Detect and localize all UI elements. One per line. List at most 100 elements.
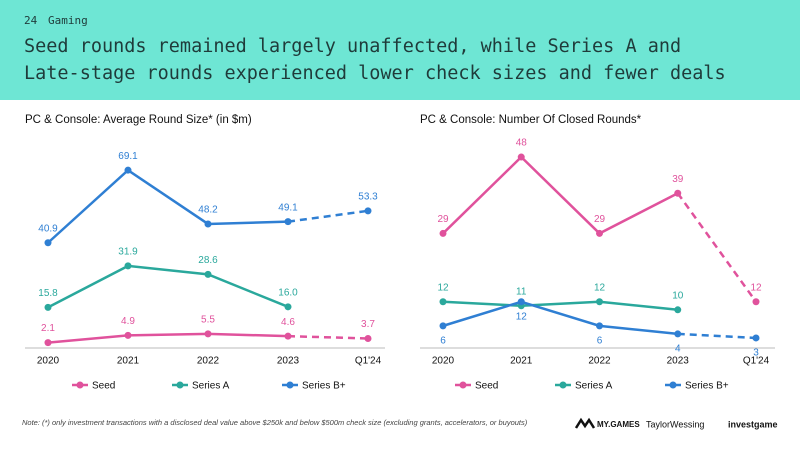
data-label: 48: [516, 138, 528, 149]
point: [596, 298, 603, 306]
legend-dot: [559, 381, 567, 389]
legend-label: Series B+: [685, 381, 729, 392]
x-tick-label: Q1'24: [743, 356, 770, 367]
point: [124, 262, 132, 270]
point: [596, 322, 603, 330]
point: [752, 298, 760, 306]
point: [284, 332, 292, 340]
chart-title: PC & Console: Number Of Closed Rounds*: [420, 114, 642, 126]
data-label: 11: [516, 286, 527, 297]
x-tick-label: 2020: [432, 356, 455, 367]
legend-label: Series A: [192, 381, 230, 392]
line: [47, 264, 289, 309]
data-label: 12: [594, 282, 606, 293]
data-label: 12: [437, 282, 449, 293]
line-projected: [677, 332, 757, 340]
data-label: 16.0: [278, 287, 298, 298]
point: [124, 166, 132, 174]
point: [674, 306, 682, 314]
point: [517, 153, 525, 161]
data-label: 31.9: [118, 247, 138, 258]
point: [124, 331, 132, 339]
logo: TaylorWessing: [646, 419, 704, 429]
data-label: 6: [597, 336, 603, 347]
legend-label: Seed: [475, 381, 498, 392]
data-label: 2.1: [41, 323, 55, 334]
x-tick-label: 2021: [510, 356, 533, 367]
line-projected: [287, 334, 369, 340]
data-label: 29: [594, 214, 606, 225]
point: [674, 330, 682, 338]
x-tick-label: 2023: [667, 356, 690, 367]
point: [44, 339, 52, 347]
chart-title: PC & Console: Average Round Size* (in $m…: [25, 114, 252, 126]
point: [596, 229, 603, 237]
data-label: 12: [516, 311, 528, 322]
x-tick-label: 2023: [277, 356, 300, 367]
logo: MY.GAMES: [597, 420, 640, 429]
line: [442, 300, 678, 336]
data-label: 10: [672, 290, 684, 301]
data-label: 48.2: [198, 205, 218, 216]
headline: Seed rounds remained largely unaffected,…: [24, 36, 681, 57]
section: Gaming: [48, 14, 88, 27]
point: [44, 303, 52, 311]
legend-label: Series B+: [302, 381, 346, 392]
header-band: [0, 0, 800, 100]
legend-label: Series A: [575, 381, 613, 392]
point: [284, 218, 292, 226]
point: [752, 334, 760, 342]
legend-dot: [669, 381, 677, 389]
data-label: 3.7: [361, 319, 375, 330]
line: [442, 155, 679, 235]
data-label: 4: [675, 344, 681, 355]
legend-dot: [286, 381, 294, 389]
point: [439, 298, 447, 306]
legend-dot: [176, 381, 184, 389]
legend-dot: [459, 381, 467, 389]
data-label: 5.5: [201, 314, 215, 325]
legend-dot: [76, 381, 84, 389]
headline: Late-stage rounds experienced lower chec…: [24, 63, 726, 84]
data-label: 69.1: [118, 151, 138, 162]
data-label: 28.6: [198, 255, 218, 266]
point: [364, 207, 372, 215]
data-label: 29: [437, 214, 449, 225]
point: [364, 334, 372, 342]
data-label: 39: [672, 174, 684, 185]
point: [439, 229, 447, 237]
page-number: 24: [24, 14, 38, 27]
data-label: 15.8: [38, 288, 58, 299]
line: [47, 168, 289, 244]
line: [442, 300, 678, 312]
data-label: 53.3: [358, 191, 378, 202]
line-projected: [676, 192, 758, 303]
data-label: 4.6: [281, 317, 295, 328]
note: Note: (*) only investment transactions w…: [22, 418, 528, 427]
point: [204, 220, 212, 228]
data-label: 4.9: [121, 316, 135, 327]
x-tick-label: 2022: [588, 356, 611, 367]
x-tick-label: Q1'24: [355, 356, 382, 367]
point: [439, 322, 447, 330]
data-label: 49.1: [278, 202, 298, 213]
line: [47, 332, 289, 344]
x-tick-label: 2021: [117, 356, 140, 367]
point: [284, 303, 292, 311]
logo: investgame: [728, 419, 778, 429]
point: [674, 189, 682, 197]
x-tick-label: 2020: [37, 356, 60, 367]
point: [204, 330, 212, 338]
data-label: 40.9: [38, 223, 58, 234]
data-label: 3: [753, 348, 759, 359]
data-label: 12: [750, 282, 762, 293]
x-tick-label: 2022: [197, 356, 220, 367]
point: [517, 298, 525, 306]
legend-label: Seed: [92, 381, 115, 392]
data-label: 6: [440, 336, 446, 347]
logo-icon: [574, 417, 596, 429]
line-projected: [287, 209, 369, 223]
point: [44, 239, 52, 247]
